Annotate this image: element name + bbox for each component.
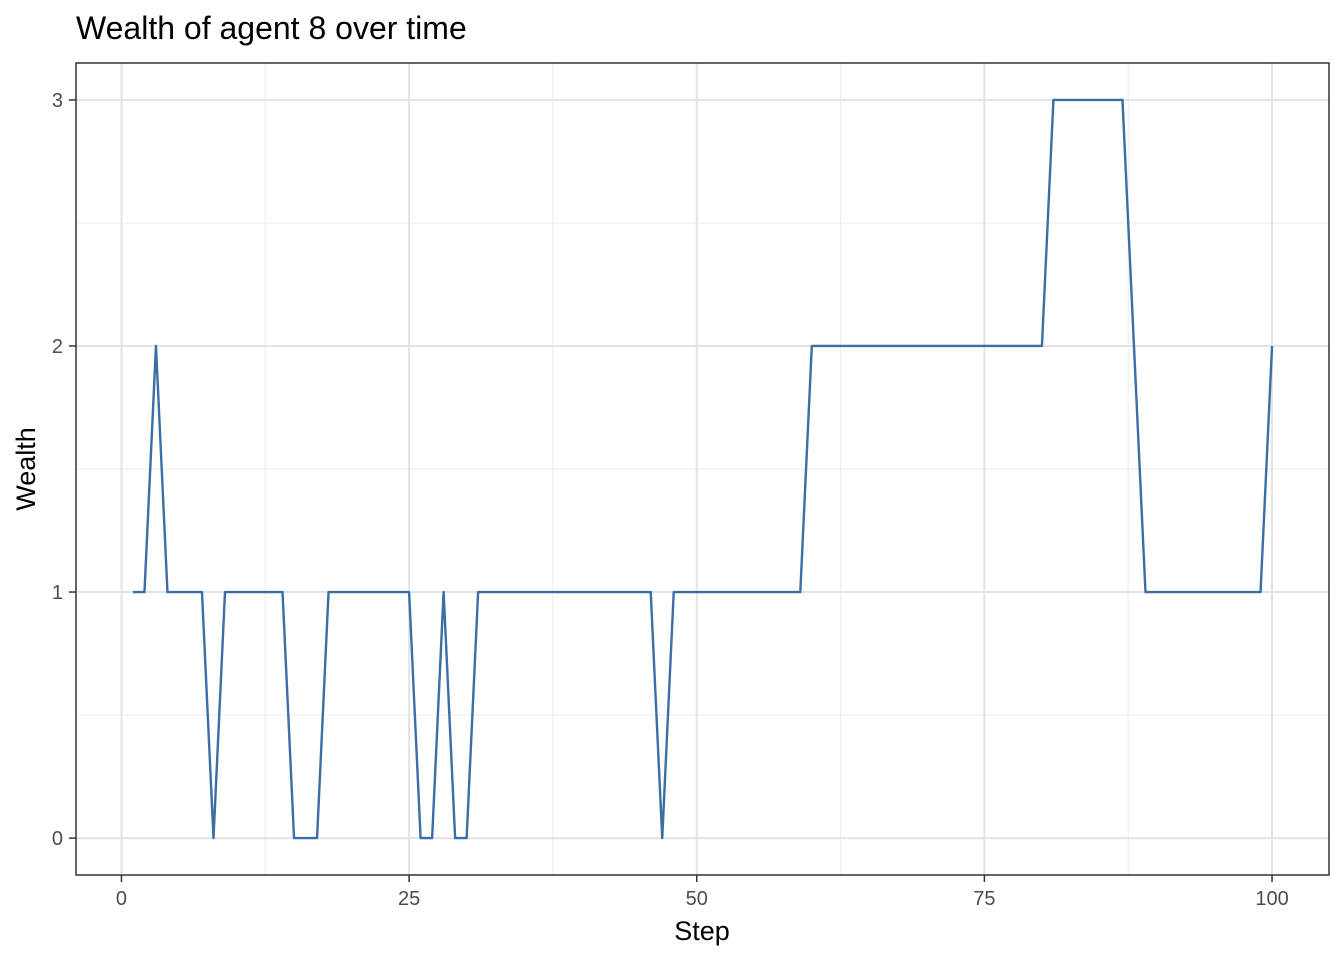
panel-border xyxy=(75,62,1330,876)
x-axis: 0 25 50 75 100 xyxy=(116,875,1289,910)
x-axis-title: Step xyxy=(674,916,730,946)
y-tick-label: 0 xyxy=(52,828,63,850)
chart-title: Wealth of agent 8 over time xyxy=(76,10,467,46)
y-tick-label: 1 xyxy=(52,582,63,604)
x-tick-label: 25 xyxy=(398,888,420,910)
grid-minor xyxy=(76,63,1329,875)
x-tick-label: 75 xyxy=(973,888,995,910)
y-axis-title: Wealth xyxy=(11,427,41,511)
x-tick-label: 0 xyxy=(116,888,127,910)
y-tick-label: 3 xyxy=(52,90,63,112)
y-tick-label: 2 xyxy=(52,336,63,358)
x-tick-label: 100 xyxy=(1255,888,1288,910)
y-axis: 0 1 2 3 xyxy=(52,90,76,850)
series-line xyxy=(132,98,1274,840)
x-tick-label: 50 xyxy=(686,888,708,910)
